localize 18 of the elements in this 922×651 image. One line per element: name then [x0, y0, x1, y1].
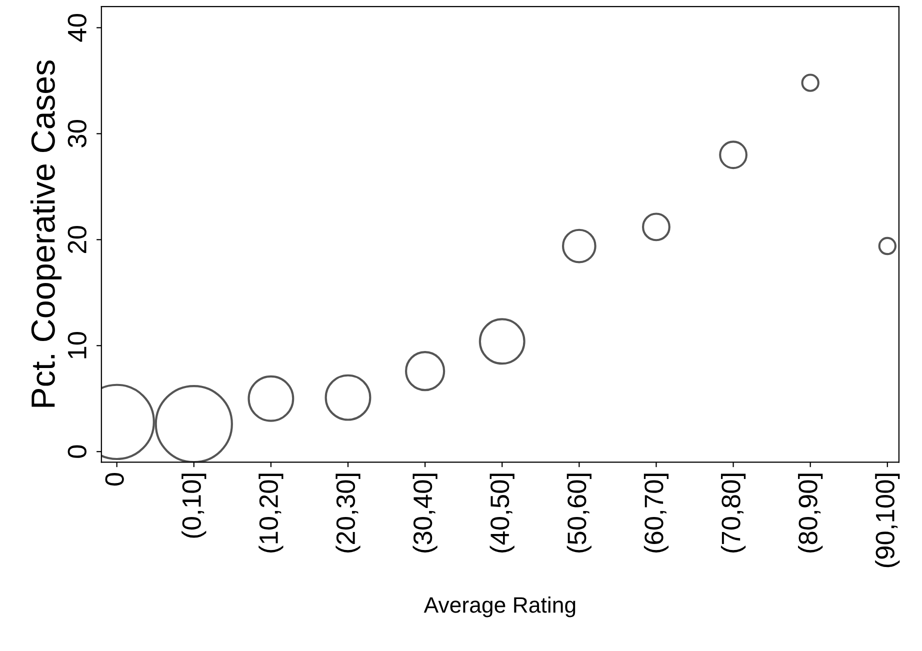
- x-axis-title: Average Rating: [424, 596, 576, 618]
- x-tick-label: (20,30]: [336, 474, 360, 552]
- x-tick-label: (60,70]: [644, 474, 669, 552]
- y-tick-label: 30: [68, 120, 86, 148]
- x-tick-label: (30,40]: [412, 474, 438, 552]
- y-tick-label: 20: [68, 226, 86, 254]
- y-tick-label: 0: [68, 445, 86, 458]
- x-tick-label: (50,60]: [566, 474, 592, 552]
- y-tick-label: 10: [68, 332, 86, 358]
- y-axis-title: Pct. Cooperative Cases: [30, 60, 62, 407]
- x-tick-label: (90,100]: [875, 474, 900, 568]
- x-tick-label: (10,20]: [258, 474, 284, 552]
- y-tick-label: 40: [68, 14, 86, 42]
- x-tick-label: (0,10]: [182, 474, 206, 538]
- x-tick-label: 0: [105, 472, 124, 486]
- x-tick-label: (40,50]: [490, 474, 514, 552]
- x-tick-label: (80,90]: [798, 474, 823, 552]
- x-tick-label: (70,80]: [720, 474, 746, 552]
